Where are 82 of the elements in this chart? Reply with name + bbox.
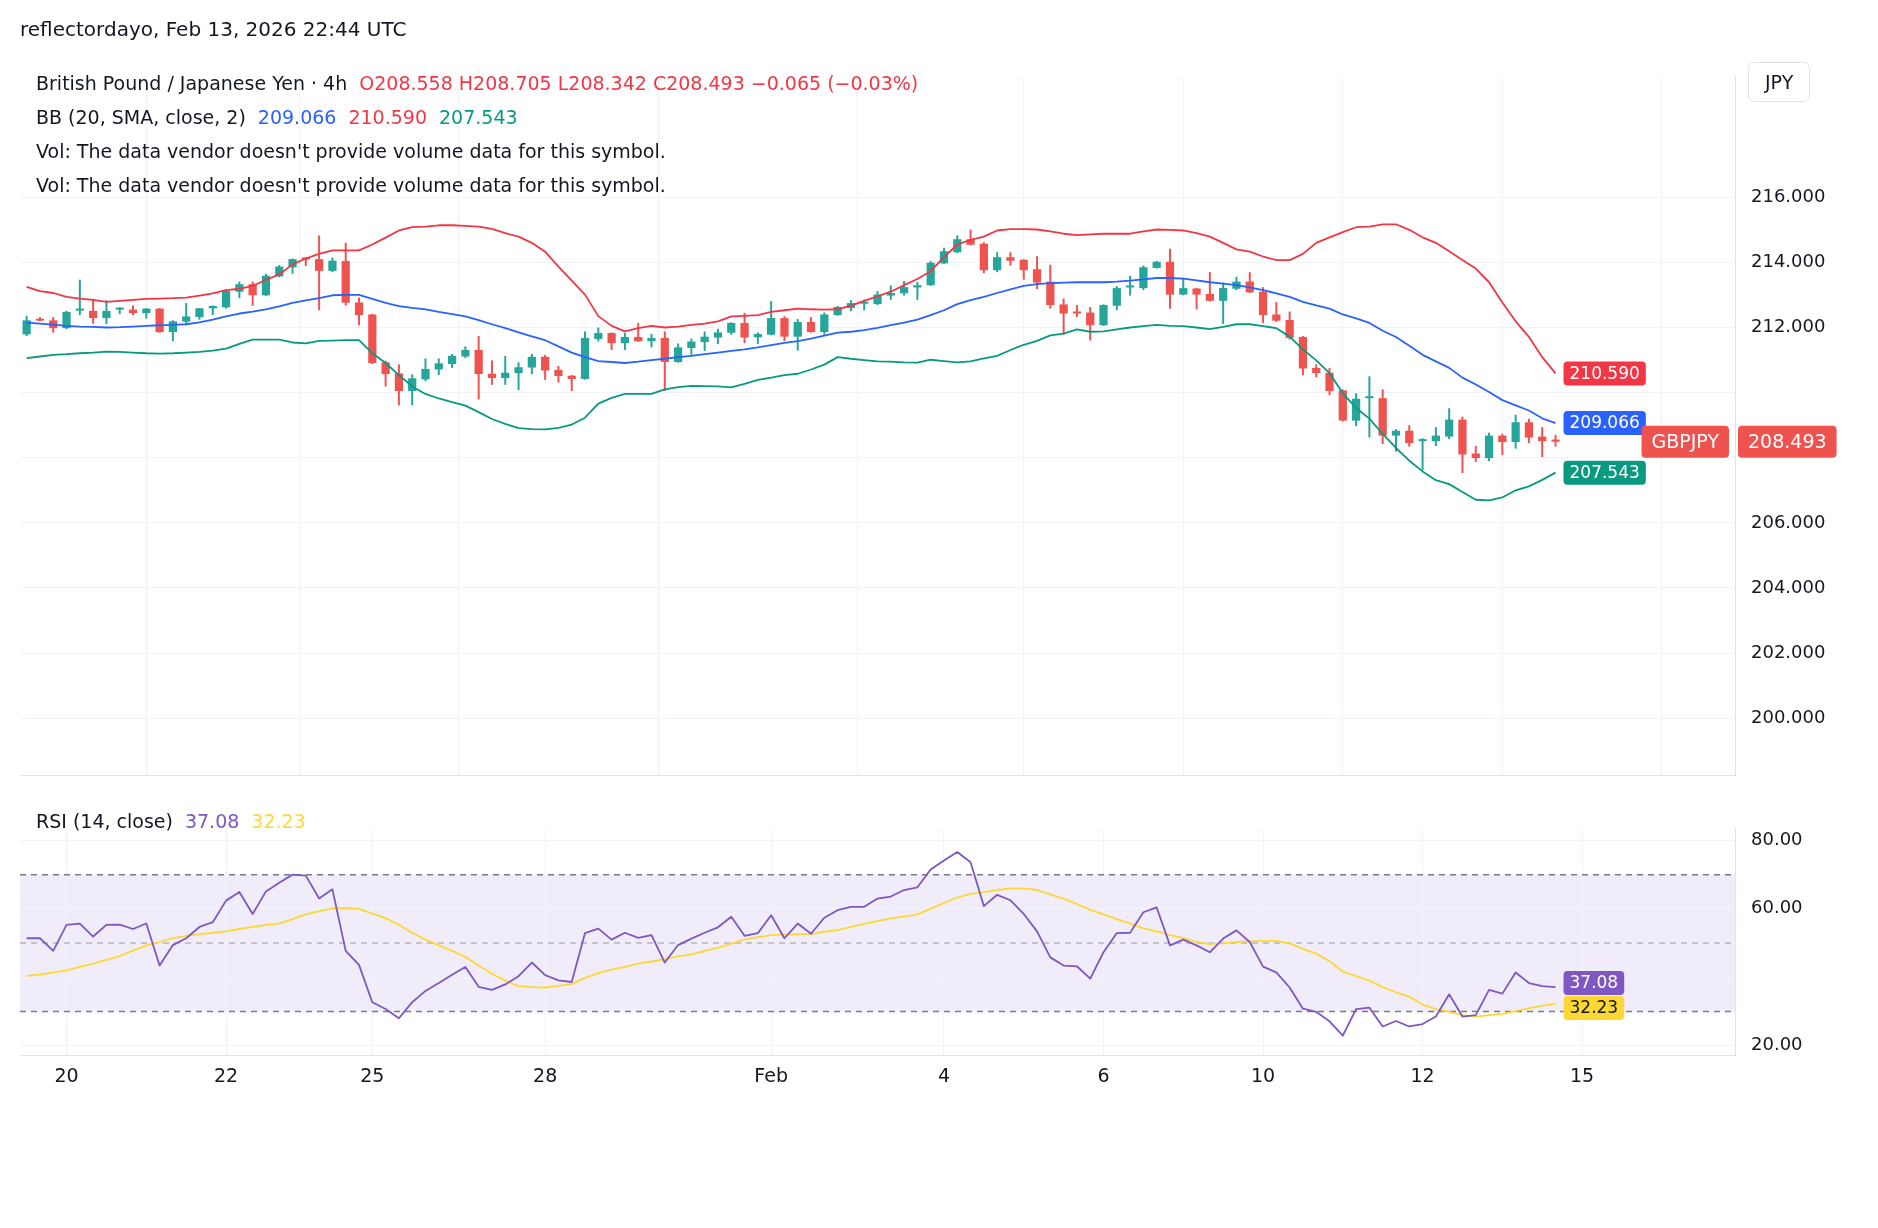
x-tick-label: 22 [213,1063,239,1086]
candlestick [740,311,749,345]
x-tick-label: Feb [754,1063,788,1086]
x-tick-label: 20 [54,1063,79,1086]
candlestick [62,309,71,331]
candlestick [1445,407,1454,441]
y-tick-label: 214.000 [1751,250,1826,272]
candlestick [421,357,430,383]
y-tick-label: 206.000 [1751,510,1826,532]
candlestick [1511,413,1520,450]
text: 209.066 [257,106,337,128]
candlestick [487,359,497,386]
candlestick [1391,428,1401,453]
candlestick [1139,264,1148,292]
candlestick [1099,303,1108,327]
x-tick-label: 28 [533,1063,558,1086]
y-axis-title: JPY [1748,62,1811,102]
chart-subtitle: O208.558 H208.705 L208.342 C208.493 −0.065 (−0.03%) [359,72,919,94]
x-tick-label: 12 [1410,1063,1435,1086]
candlestick [793,318,802,352]
candlestick [541,353,550,381]
y-tick-label: 204.000 [1751,575,1826,597]
candlestick [1059,297,1068,336]
y-tick-label: 202.000 [1751,640,1826,662]
candlestick [354,296,364,327]
candlestick [1112,285,1121,312]
candlestick [527,352,536,376]
x-tick-label: 10 [1250,1063,1276,1086]
candlestick [75,278,84,317]
data-label: 207.543 [1569,462,1640,483]
candlestick [993,251,1002,274]
candlestick [1019,258,1028,281]
candlestick [1258,286,1268,324]
candlestick [501,354,510,386]
candlestick [22,314,31,337]
candlestick [1125,274,1135,297]
candlestick [820,311,829,336]
candlestick [1086,306,1095,342]
y-tick-label: 20.00 [1751,1033,1803,1055]
x-tick-label: 25 [360,1063,385,1086]
x-tick-label: 4 [937,1063,951,1086]
candlestick [1325,366,1334,397]
candlestick [1272,301,1281,323]
y-tick-label: 60.00 [1751,896,1803,918]
candlestick [315,234,324,312]
annotation: GBPJPY [1651,429,1720,452]
annotation: Vol: The data vendor doesn't provide volume data for this symbol. [36,139,666,164]
chart-title: British Pound / Japanese Yen · 4h [36,72,348,94]
y-tick-label: 212.000 [1751,315,1826,337]
text: 207.543 [438,106,518,128]
x-tick-label: 15 [1570,1063,1595,1086]
x-tick-label: 6 [1097,1063,1110,1086]
candlestick [1484,431,1494,462]
legend-title: BB (20, SMA, close, 2) [36,106,246,128]
text: 37.08 [184,810,240,832]
data-label: 37.08 [1569,972,1619,993]
legend-title: RSI (14, close) [36,810,173,832]
candlestick [1524,417,1534,445]
text: 32.23 [251,810,306,832]
y-tick-label: 216.000 [1751,184,1826,206]
candlestick [1405,424,1414,448]
candlestick [1219,281,1228,325]
data-label: 209.066 [1569,412,1640,433]
candlestick [780,315,789,343]
annotation: Vol: The data vendor doesn't provide volume data for this symbol. [36,173,666,198]
text: 208.493 [1748,429,1827,452]
candlestick [634,321,643,343]
candlestick [1418,437,1427,472]
text: 210.590 [348,106,427,128]
text: reflectordayo, Feb 13, 2026 22:44 UTC [20,16,407,42]
candlestick [102,299,111,326]
candlestick [1365,375,1374,439]
candlestick [381,359,390,388]
candlestick [1032,255,1042,291]
data-label: 32.23 [1569,997,1619,1018]
y-tick-label: 80.00 [1751,828,1803,850]
candlestick [1205,271,1214,303]
y-tick-label: 200.000 [1751,705,1826,727]
candlestick [514,361,523,392]
data-label: 210.590 [1569,362,1640,383]
candlestick [155,306,164,334]
candlestick [767,300,776,337]
